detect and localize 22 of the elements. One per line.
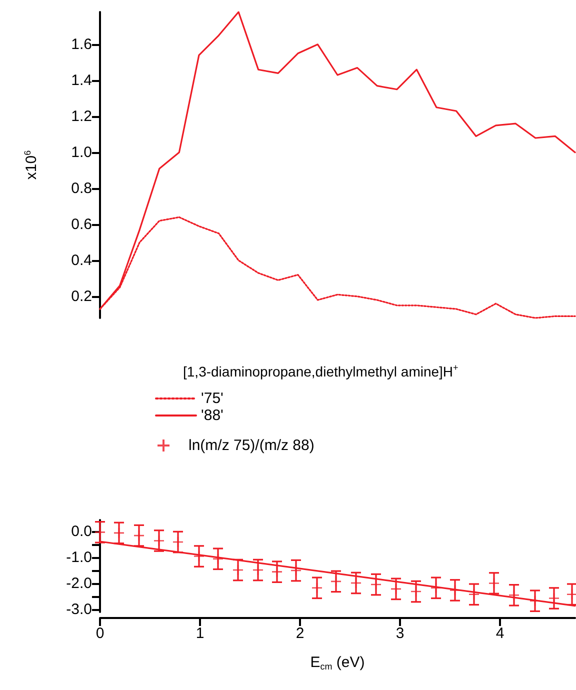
x-tick-label: 0 bbox=[96, 625, 104, 642]
legend-label: '75' bbox=[201, 390, 224, 407]
y-tick-label: -3.0 bbox=[66, 600, 92, 618]
y-tick-label: 0.8 bbox=[71, 180, 92, 197]
y-tick-label: 1.4 bbox=[71, 72, 92, 89]
text: [1,3-diaminopropane,diethylmethyl amine]H+ bbox=[183, 362, 458, 380]
y-tick-label: -1.0 bbox=[66, 549, 92, 566]
y-tick-label: -2.0 bbox=[66, 574, 92, 592]
legend-label: ln(m/z 75)/(m/z 88) bbox=[188, 437, 314, 454]
y-tick-label: 1.2 bbox=[71, 108, 92, 125]
x-tick-label: 1 bbox=[196, 625, 204, 642]
y-axis-title: x106 bbox=[22, 150, 40, 180]
x-tick-label: 2 bbox=[296, 625, 304, 642]
x-tick-label: 4 bbox=[496, 625, 504, 642]
legend-label: '88' bbox=[201, 407, 224, 424]
y-tick-label: 1.6 bbox=[71, 36, 92, 53]
x-tick-label: 3 bbox=[396, 625, 404, 642]
y-tick-label: 0.2 bbox=[71, 288, 92, 305]
y-tick-label: 0.0 bbox=[71, 523, 92, 540]
y-tick-label: 0.4 bbox=[71, 252, 92, 269]
y-tick-label: 0.6 bbox=[71, 216, 92, 233]
y-tick-label: 1.0 bbox=[71, 144, 92, 161]
